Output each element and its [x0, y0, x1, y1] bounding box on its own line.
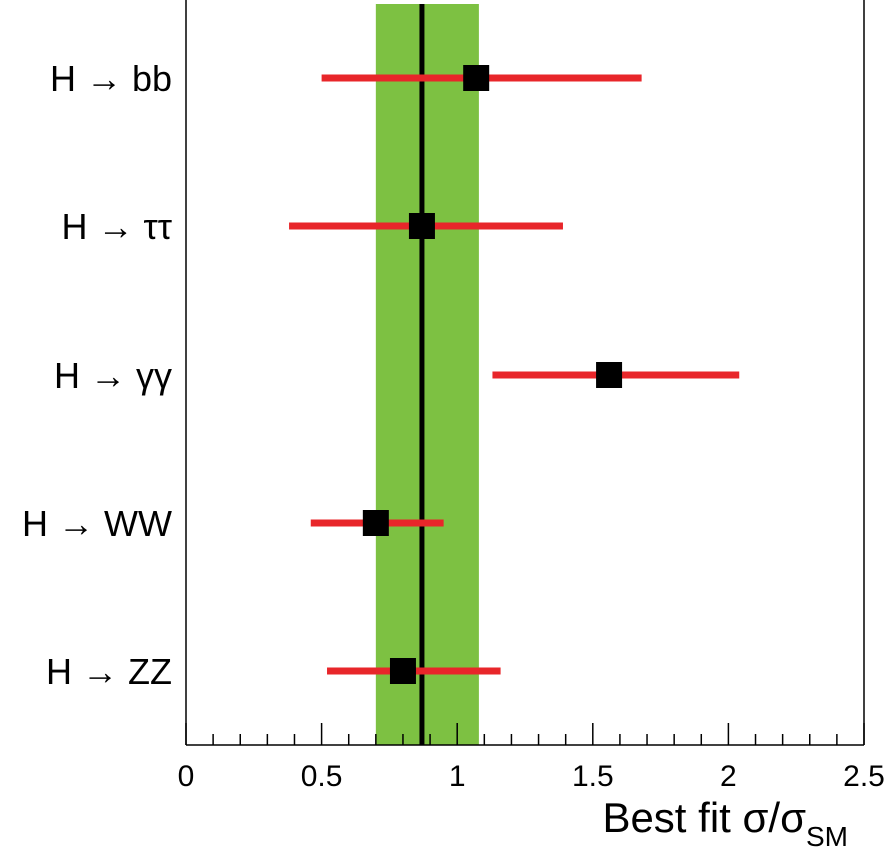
plot-frame: [185, 0, 865, 746]
data-point-1: [408, 213, 435, 239]
x-tick-label: 2.5: [843, 760, 885, 793]
category-label-2: H → γγ: [54, 355, 172, 396]
combined-band-layer: [375, 4, 479, 745]
category-label-4: H → ZZ: [46, 651, 172, 692]
data-point-4: [389, 658, 416, 684]
category-label-3: H → WW: [22, 503, 172, 544]
points-layer: [289, 65, 740, 684]
data-point-3: [362, 510, 389, 536]
x-axis-label-main: Best fit σ/σ: [602, 794, 806, 841]
x-tick-label: 1.5: [572, 760, 614, 793]
x-tick-label: 0.5: [301, 760, 343, 793]
x-tick-label: 1: [449, 760, 466, 793]
x-axis-ticks: 0 0.5 1 1.5 2 2.5: [178, 723, 885, 793]
x-tick-label: 2: [720, 760, 737, 793]
x-tick-label: 0: [178, 760, 195, 793]
x-axis-label-sub: SM: [806, 821, 848, 852]
data-point-0: [463, 65, 490, 91]
combined-uncertainty-band: [375, 4, 479, 745]
category-label-1: H → ττ: [62, 206, 172, 247]
category-label-0: H → bb: [50, 58, 172, 99]
category-labels: H → bb H → ττ H → γγ H → WW H → ZZ: [22, 58, 172, 692]
axis-labels: Best fit σ/σSM: [602, 794, 848, 852]
data-point-2: [596, 362, 623, 388]
x-axis-label: Best fit σ/σSM: [602, 794, 848, 852]
